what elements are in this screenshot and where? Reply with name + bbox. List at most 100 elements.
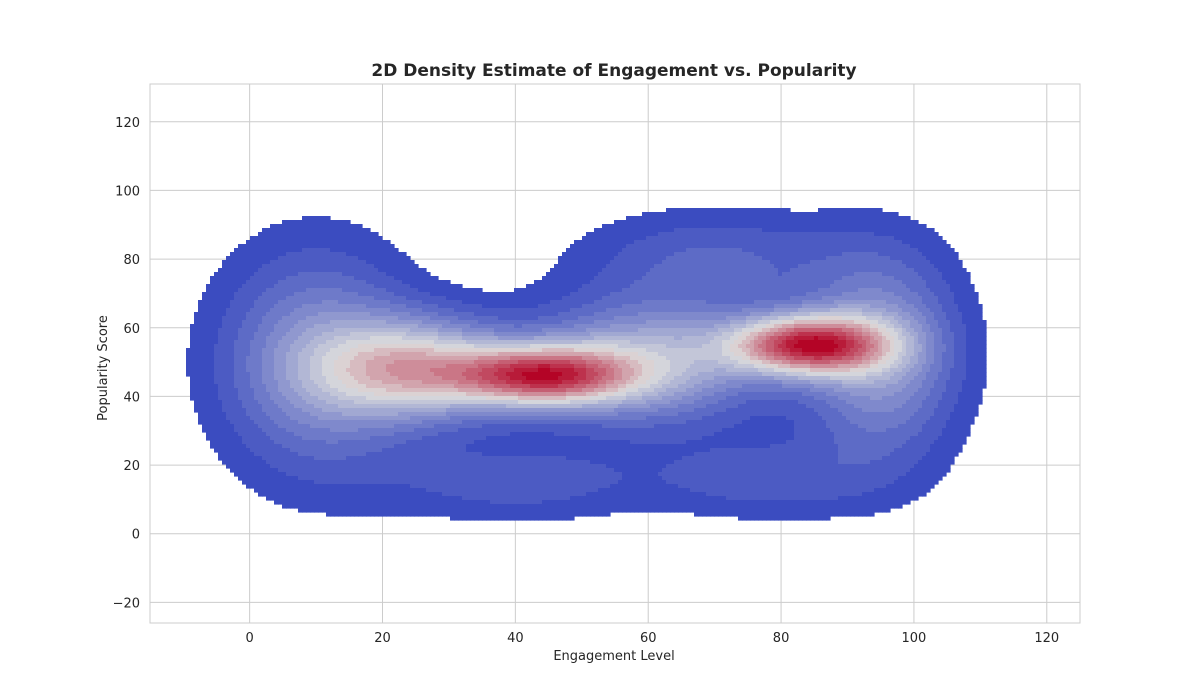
density-cell: [426, 332, 431, 337]
density-cell: [374, 244, 379, 249]
density-cell: [954, 300, 959, 305]
density-cell: [730, 248, 735, 253]
density-cell: [934, 272, 939, 277]
density-cell: [238, 296, 243, 301]
density-cell: [690, 212, 695, 217]
density-cell: [306, 292, 311, 297]
density-cell: [562, 316, 567, 321]
density-cell: [434, 324, 439, 329]
density-cell: [946, 304, 951, 309]
density-cell: [822, 224, 827, 229]
density-cell: [574, 272, 579, 277]
density-cell: [626, 244, 631, 249]
density-cell: [334, 332, 339, 337]
density-cell: [234, 256, 239, 261]
density-cell: [922, 248, 927, 253]
density-cell: [802, 264, 807, 269]
density-cell: [338, 236, 343, 241]
density-cell: [382, 304, 387, 309]
density-cell: [270, 316, 275, 321]
density-cell: [966, 324, 971, 329]
density-cell: [722, 220, 727, 225]
density-cell: [390, 288, 395, 293]
density-cell: [250, 264, 255, 269]
density-cell: [406, 308, 411, 313]
density-cell: [874, 280, 879, 285]
density-cell: [382, 308, 387, 313]
density-cell: [690, 312, 695, 317]
density-cell: [394, 248, 399, 253]
density-cell: [886, 256, 891, 261]
density-cell: [818, 216, 823, 221]
density-cell: [858, 296, 863, 301]
density-cell: [406, 288, 411, 293]
density-cell: [538, 328, 543, 333]
density-cell: [666, 216, 671, 221]
density-cell: [578, 256, 583, 261]
density-cell: [254, 284, 259, 289]
density-cell: [298, 248, 303, 253]
density-cell: [886, 276, 891, 281]
density-cell: [838, 256, 843, 261]
density-cell: [886, 312, 891, 317]
density-cell: [222, 328, 227, 333]
density-cell: [250, 240, 255, 245]
density-cell: [482, 328, 487, 333]
density-cell: [678, 284, 683, 289]
density-cell: [862, 248, 867, 253]
density-cell: [438, 288, 443, 293]
density-cell: [710, 260, 715, 265]
density-cell: [642, 216, 647, 221]
density-cell: [970, 320, 975, 325]
density-cell: [942, 276, 947, 281]
density-cell: [366, 236, 371, 241]
density-cell: [234, 316, 239, 321]
density-cell: [698, 236, 703, 241]
density-cell: [826, 332, 831, 337]
density-cell: [386, 240, 391, 245]
density-cell: [682, 276, 687, 281]
density-cell: [242, 260, 247, 265]
density-cell: [470, 292, 475, 297]
density-cell: [822, 284, 827, 289]
density-cell: [774, 264, 779, 269]
density-cell: [690, 252, 695, 257]
density-cell: [650, 236, 655, 241]
density-cell: [562, 256, 567, 261]
density-cell: [726, 296, 731, 301]
density-cell: [882, 216, 887, 221]
density-cell: [598, 280, 603, 285]
density-cell: [934, 332, 939, 337]
density-cell: [562, 264, 567, 269]
density-cell: [746, 212, 751, 217]
density-cell: [798, 324, 803, 329]
density-cell: [818, 212, 823, 217]
density-cell: [790, 240, 795, 245]
density-cell: [714, 268, 719, 273]
density-cell: [858, 232, 863, 237]
density-cell: [250, 248, 255, 253]
density-cell: [374, 312, 379, 317]
density-cell: [750, 240, 755, 245]
density-cell: [750, 288, 755, 293]
density-cell: [850, 256, 855, 261]
density-cell: [362, 284, 367, 289]
density-cell: [530, 324, 535, 329]
density-cell: [310, 248, 315, 253]
density-cell: [554, 312, 559, 317]
density-cell: [354, 324, 359, 329]
density-cell: [582, 260, 587, 265]
density-cell: [958, 280, 963, 285]
density-cell: [766, 292, 771, 297]
density-cell: [950, 292, 955, 297]
density-cell: [866, 320, 871, 325]
density-cell: [802, 332, 807, 337]
density-cell: [862, 280, 867, 285]
density-cell: [822, 304, 827, 309]
density-cell: [614, 244, 619, 249]
density-cell: [306, 260, 311, 265]
density-cell: [690, 260, 695, 265]
density-cell: [642, 312, 647, 317]
density-cell: [306, 304, 311, 309]
density-cell: [238, 248, 243, 253]
